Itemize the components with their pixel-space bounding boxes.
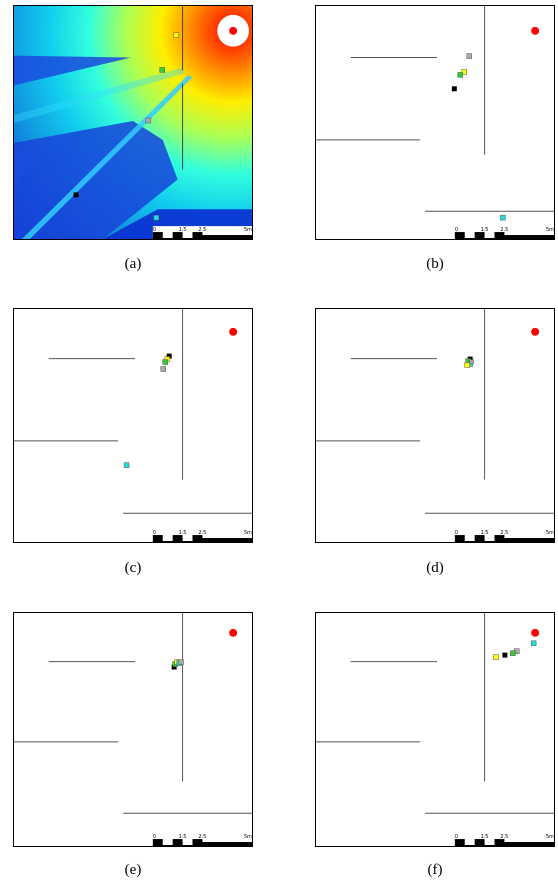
- scale-bar: 0 1.5 2.5 5 m: [454, 834, 554, 846]
- scale-label-2: 2.5: [198, 530, 206, 536]
- scale-bar: 0 1.5 2.5 5 m: [153, 834, 252, 846]
- source-dot: [531, 327, 540, 336]
- scale-label-3: 5: [546, 834, 549, 840]
- scale-label-1: 1.5: [179, 530, 187, 536]
- scale-unit: m: [549, 834, 554, 840]
- bright-beam: [21, 75, 193, 239]
- scale-label-2: 2.5: [500, 834, 508, 840]
- scale-unit: m: [247, 530, 252, 536]
- marker-green: [457, 72, 464, 78]
- scale-bar: 0 1.5 2.5 5 m: [153, 226, 252, 239]
- caption-a: (a): [124, 256, 142, 272]
- scale-label-1: 1.5: [481, 227, 489, 233]
- marker-black: [171, 664, 177, 670]
- panel-e: 0 1.5 2.5 5 m: [13, 612, 253, 847]
- shadow-region: [14, 55, 132, 86]
- scale-label-2: 2.5: [500, 530, 508, 536]
- marker-cyan: [153, 214, 160, 221]
- scale-label-0: 0: [455, 530, 458, 536]
- marker-gray: [469, 359, 474, 364]
- marker-cyan: [530, 640, 537, 646]
- marker-gray: [466, 53, 472, 59]
- scale-label-1: 1.5: [179, 227, 187, 233]
- scale-label-0: 0: [153, 834, 156, 840]
- panel-c: 0 1.5 2.5 5 m: [13, 308, 253, 543]
- marker-cyan: [123, 462, 130, 468]
- scale-bar: 0 1.5 2.5 5 m: [454, 227, 554, 239]
- scale-label-0: 0: [455, 834, 458, 840]
- scale-unit: m: [247, 227, 252, 233]
- caption-e: (e): [124, 862, 142, 878]
- scale-label-0: 0: [153, 530, 156, 536]
- caption-f: (f): [427, 862, 443, 878]
- panel-e-drawing: 0 1.5 2.5 5 m: [14, 613, 252, 846]
- bright-beam: [14, 67, 185, 123]
- panel-a: 0 1.5 2.5 5 m: [13, 5, 253, 240]
- panel-b: 0 1.5 2.5 5 m: [315, 5, 555, 240]
- marker-black: [73, 192, 79, 198]
- scale-unit: m: [549, 227, 554, 233]
- scale-label-3: 5: [244, 530, 247, 536]
- scale-bar: 0 1.5 2.5 5 m: [454, 530, 554, 542]
- source-dot: [229, 628, 238, 637]
- source-dot: [531, 628, 540, 637]
- caption-c: (c): [124, 560, 142, 576]
- marker-yellow: [464, 362, 470, 368]
- scale-unit: m: [549, 530, 554, 536]
- marker-gray: [160, 366, 166, 372]
- scale-label-3: 5: [244, 834, 247, 840]
- marker-cyan: [500, 214, 506, 221]
- marker-green: [162, 359, 168, 365]
- caption-b: (b): [426, 256, 444, 272]
- panel-d: 0 1.5 2.5 5 m: [315, 308, 555, 543]
- scale-label-2: 2.5: [198, 834, 206, 840]
- marker-yellow: [461, 69, 467, 75]
- scale-label-0: 0: [153, 227, 156, 233]
- scale-label-3: 5: [244, 227, 247, 233]
- source-dot: [531, 26, 540, 35]
- scale-bar: 0 1.5 2.5 5 m: [153, 530, 252, 542]
- marker-green: [510, 650, 516, 656]
- panel-d-drawing: 0 1.5 2.5 5 m: [316, 309, 554, 542]
- marker-black: [451, 86, 457, 92]
- marker-green: [159, 67, 165, 73]
- scale-label-2: 2.5: [500, 227, 508, 233]
- panel-f-drawing: 0 1.5 2.5 5 m: [316, 613, 554, 846]
- panel-f: 0 1.5 2.5 5 m: [315, 612, 555, 847]
- marker-black: [502, 652, 508, 658]
- panel-b-drawing: 0 1.5 2.5 5 m: [316, 6, 554, 239]
- marker-gray: [178, 659, 184, 665]
- marker-yellow: [493, 654, 499, 660]
- caption-d: (d): [426, 560, 444, 576]
- source-dot: [229, 327, 238, 336]
- source-dot: [229, 26, 238, 35]
- scale-label-2: 2.5: [198, 227, 206, 233]
- scale-label-3: 5: [546, 227, 549, 233]
- marker-black: [166, 353, 172, 359]
- scale-label-1: 1.5: [481, 530, 489, 536]
- panel-a-drawing: 0 1.5 2.5 5 m: [14, 6, 252, 239]
- scale-unit: m: [247, 834, 252, 840]
- panel-c-drawing: 0 1.5 2.5 5 m: [14, 309, 252, 542]
- scale-label-1: 1.5: [179, 834, 187, 840]
- scale-label-1: 1.5: [481, 834, 489, 840]
- scale-label-3: 5: [546, 530, 549, 536]
- marker-gray: [145, 117, 152, 124]
- scale-label-0: 0: [455, 227, 458, 233]
- marker-yellow: [173, 32, 179, 38]
